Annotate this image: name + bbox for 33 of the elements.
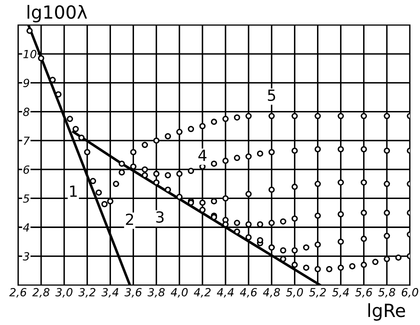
y-tick-label: 5 [23, 194, 30, 203]
y-tick-label: 8 [23, 108, 30, 116]
y-axis-title: lg100λ [28, 4, 87, 22]
x-tick-label: 3,6 [124, 288, 142, 298]
x-tick-label: 6,0 [402, 288, 418, 298]
x-tick-label: 3,4 [101, 288, 118, 298]
y-tick-label: 10 [23, 50, 36, 58]
x-tick-label: 5,6 [355, 288, 372, 298]
x-tick-label: 4,8 [262, 288, 280, 298]
x-tick-label: 2,6 [9, 288, 26, 298]
annotation: 1 [70, 186, 77, 197]
annotation: 4 [198, 150, 206, 161]
y-tick-label: 9 [23, 78, 30, 88]
annotation: 2 [126, 214, 134, 225]
x-tick-label: 3,8 [148, 288, 165, 298]
y-tick-label: 4 [23, 223, 30, 232]
x-tick-label: 3,2 [78, 288, 96, 298]
y-tick-label: 6 [23, 165, 30, 174]
x-tick-label: 5,4 [332, 288, 349, 298]
x-tick-label: 4,0 [170, 288, 188, 298]
x-tick-label: 5,8 [378, 288, 396, 298]
x-axis-title: lgRe [368, 303, 406, 321]
x-tick-label: 2,8 [32, 288, 50, 298]
x-tick-label: 5,0 [286, 288, 303, 298]
x-tick-label: 4,6 [240, 288, 257, 298]
annotation: 3 [156, 211, 164, 223]
x-tick-label: 4,2 [194, 288, 211, 298]
x-tick-label: 3,0 [55, 288, 72, 298]
x-tick-label: 4,4 [216, 288, 234, 298]
y-tick-label: 7 [24, 136, 30, 145]
x-tick-label: 5,2 [309, 288, 326, 298]
annotation: 5 [268, 90, 276, 102]
y-tick-label: 3 [22, 252, 30, 261]
